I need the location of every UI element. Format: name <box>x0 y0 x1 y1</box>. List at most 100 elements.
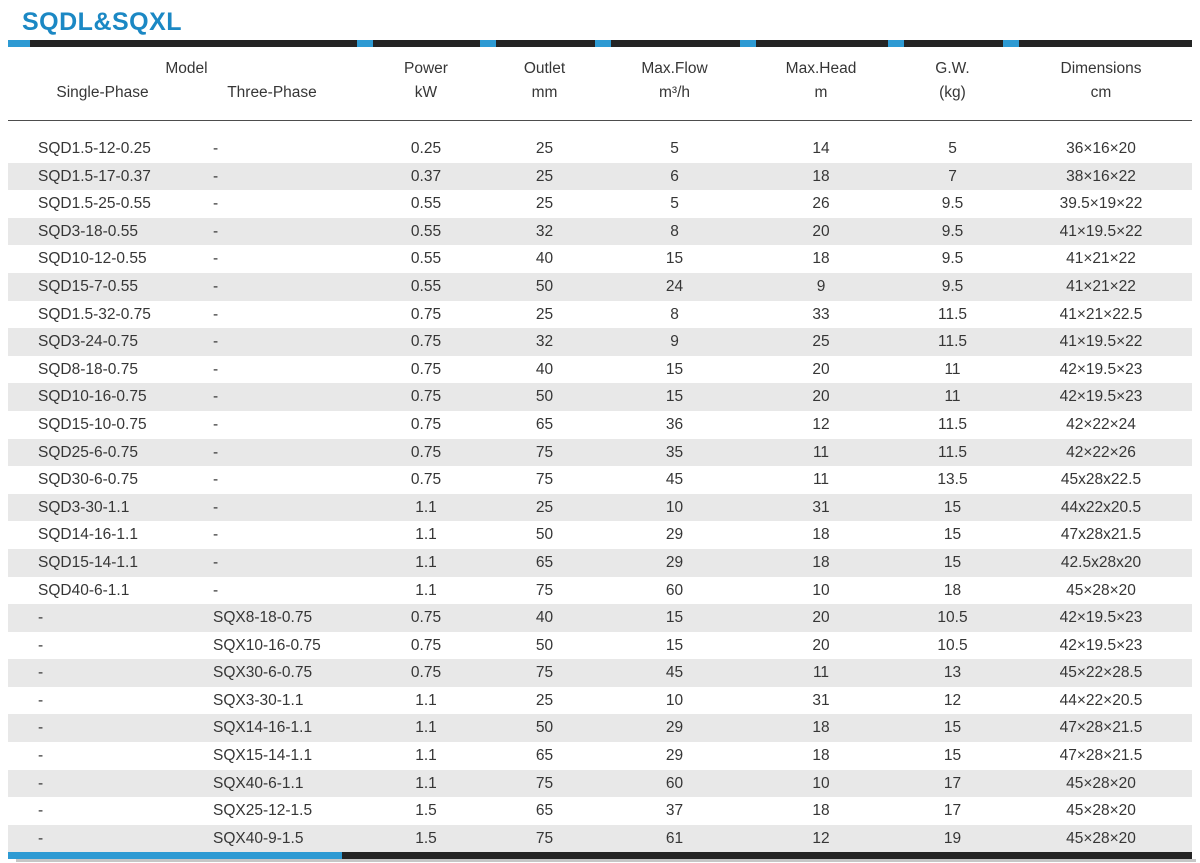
cell-max-flow: 60 <box>665 774 684 792</box>
cell-single-phase: - <box>38 719 44 737</box>
cell-three-phase: SQX40-9-1.5 <box>213 829 304 847</box>
cell-power: 1.1 <box>415 774 437 792</box>
cell-max-flow: 45 <box>665 471 684 489</box>
table-row: SQD40-6-1.1 - 1.1 75 60 10 18 45×28×20 <box>8 577 1192 605</box>
cell-power: 0.75 <box>410 471 442 489</box>
cell-three-phase: - <box>213 471 219 489</box>
cell-max-head: 25 <box>812 333 830 351</box>
cell-max-head: 12 <box>812 415 830 433</box>
cell-single-phase: - <box>38 691 44 709</box>
table-row: - SQX40-6-1.1 1.1 75 60 10 17 45×28×20 <box>8 769 1192 798</box>
cell-max-flow: 9 <box>670 333 679 351</box>
cell-dimensions: 42×19.5×23 <box>1059 388 1143 406</box>
cell-max-flow: 5 <box>670 140 679 157</box>
cell-max-head: 12 <box>812 829 830 847</box>
cell-three-phase: - <box>213 443 219 461</box>
col-header-three-phase: Three-Phase <box>227 84 317 101</box>
cell-power: 1.1 <box>415 691 437 709</box>
cell-three-phase: - <box>213 305 219 323</box>
cell-dimensions: 42×19.5×23 <box>1059 609 1143 627</box>
cell-outlet: 25 <box>535 195 554 213</box>
cell-single-phase: - <box>38 774 44 792</box>
col-unit-power: kW <box>414 84 438 101</box>
cell-max-head: 33 <box>812 305 830 323</box>
cell-max-head: 18 <box>812 167 830 185</box>
header-spacer <box>347 82 365 104</box>
cell-outlet: 75 <box>535 471 554 489</box>
cell-max-head: 14 <box>812 140 830 157</box>
cell-single-phase: SQD3-18-0.55 <box>38 222 138 240</box>
cell-power: 0.75 <box>410 443 442 461</box>
cell-power: 0.75 <box>410 360 442 378</box>
cell-single-phase: - <box>38 664 44 682</box>
table-row: SQD30-6-0.75 - 0.75 75 45 11 13.5 45x28x22.5 <box>8 466 1192 494</box>
cell-three-phase: - <box>213 222 219 240</box>
cell-three-phase: - <box>213 277 219 295</box>
cell-outlet: 25 <box>535 498 554 516</box>
cell-dimensions: 42×19.5×23 <box>1059 360 1143 378</box>
page-title: SQDL&SQXL <box>22 8 183 36</box>
cell-outlet: 40 <box>535 360 554 378</box>
cell-single-phase: SQD3-30-1.1 <box>38 498 130 516</box>
cell-outlet: 50 <box>535 636 554 654</box>
cell-dimensions: 42×22×26 <box>1066 443 1136 461</box>
cell-gw: 13.5 <box>937 471 968 489</box>
col-header-power: Power <box>404 60 448 77</box>
col-unit-max-flow: m³/h <box>659 84 690 101</box>
bar-accent-segment <box>480 40 496 47</box>
cell-single-phase: SQD25-6-0.75 <box>38 443 138 461</box>
table-row: - SQX3-30-1.1 1.1 25 10 31 12 44×22×20.5 <box>8 687 1192 715</box>
cell-single-phase: SQD1.5-32-0.75 <box>38 305 151 323</box>
cell-max-head: 18 <box>812 719 830 737</box>
cell-max-head: 18 <box>812 747 830 765</box>
cell-gw: 11.5 <box>937 415 968 433</box>
cell-outlet: 50 <box>535 388 554 406</box>
cell-outlet: 50 <box>535 526 554 544</box>
bar-accent-segment <box>888 40 904 47</box>
cell-three-phase: - <box>213 360 219 378</box>
table-header: Model Power Outlet Max.Flow Max.Head G.W… <box>8 47 1192 121</box>
cell-outlet: 32 <box>535 222 554 240</box>
table-row: SQD1.5-17-0.37 - 0.37 25 6 18 7 38×16×22 <box>8 162 1192 191</box>
table-row: - SQX30-6-0.75 0.75 75 45 11 13 45×22×28.5 <box>8 659 1192 687</box>
cell-power: 1.1 <box>415 498 437 516</box>
table-row: SQD1.5-32-0.75 - 0.75 25 8 33 11.5 41×21×22.5 <box>8 301 1192 329</box>
cell-single-phase: SQD40-6-1.1 <box>38 581 130 599</box>
cell-gw: 12 <box>943 691 962 709</box>
cell-max-head: 31 <box>812 498 830 516</box>
cell-max-head: 18 <box>812 553 830 571</box>
table-row: - SQX10-16-0.75 0.75 50 15 20 10.5 42×19.5×23 <box>8 632 1192 660</box>
cell-power: 0.55 <box>410 222 442 240</box>
cell-max-flow: 5 <box>670 195 679 213</box>
cell-three-phase: - <box>213 250 219 268</box>
cell-three-phase: SQX14-16-1.1 <box>213 719 313 737</box>
cell-power: 0.75 <box>410 609 442 627</box>
col-header-model: Model <box>165 60 208 77</box>
cell-gw: 5 <box>948 140 957 157</box>
table-row: SQD3-18-0.55 - 0.55 32 8 20 9.5 41×19.5×22 <box>8 217 1192 246</box>
cell-max-flow: 29 <box>665 719 684 737</box>
table-row: SQD1.5-25-0.55 - 0.55 25 5 26 9.5 39.5×19×22 <box>8 190 1192 218</box>
cell-dimensions: 39.5×19×22 <box>1059 195 1143 213</box>
cell-dimensions: 44x22x20.5 <box>1060 498 1142 516</box>
cell-max-head: 11 <box>812 664 830 682</box>
cell-three-phase: SQX8-18-0.75 <box>213 609 313 627</box>
cell-max-flow: 15 <box>665 360 684 378</box>
cell-power: 0.55 <box>410 195 442 213</box>
table-row: - SQX14-16-1.1 1.1 50 29 18 15 47×28×21.5 <box>8 714 1192 743</box>
cell-three-phase: SQX10-16-0.75 <box>213 636 321 654</box>
cell-gw: 19 <box>943 829 962 847</box>
table-row: SQD14-16-1.1 - 1.1 50 29 18 15 47x28x21.5 <box>8 521 1192 549</box>
cell-max-flow: 36 <box>665 415 684 433</box>
cell-gw: 9.5 <box>941 250 964 268</box>
table-row: SQD3-30-1.1 - 1.1 25 10 31 15 44x22x20.5 <box>8 493 1192 522</box>
cell-three-phase: - <box>213 415 219 433</box>
cell-single-phase: SQD10-16-0.75 <box>38 388 147 406</box>
cell-gw: 10.5 <box>937 636 968 654</box>
cell-outlet: 50 <box>535 719 554 737</box>
cell-three-phase: - <box>213 553 219 571</box>
cell-max-head: 18 <box>812 250 830 268</box>
cell-max-flow: 61 <box>665 829 684 847</box>
cell-single-phase: - <box>38 609 44 627</box>
cell-power: 1.1 <box>415 581 437 599</box>
